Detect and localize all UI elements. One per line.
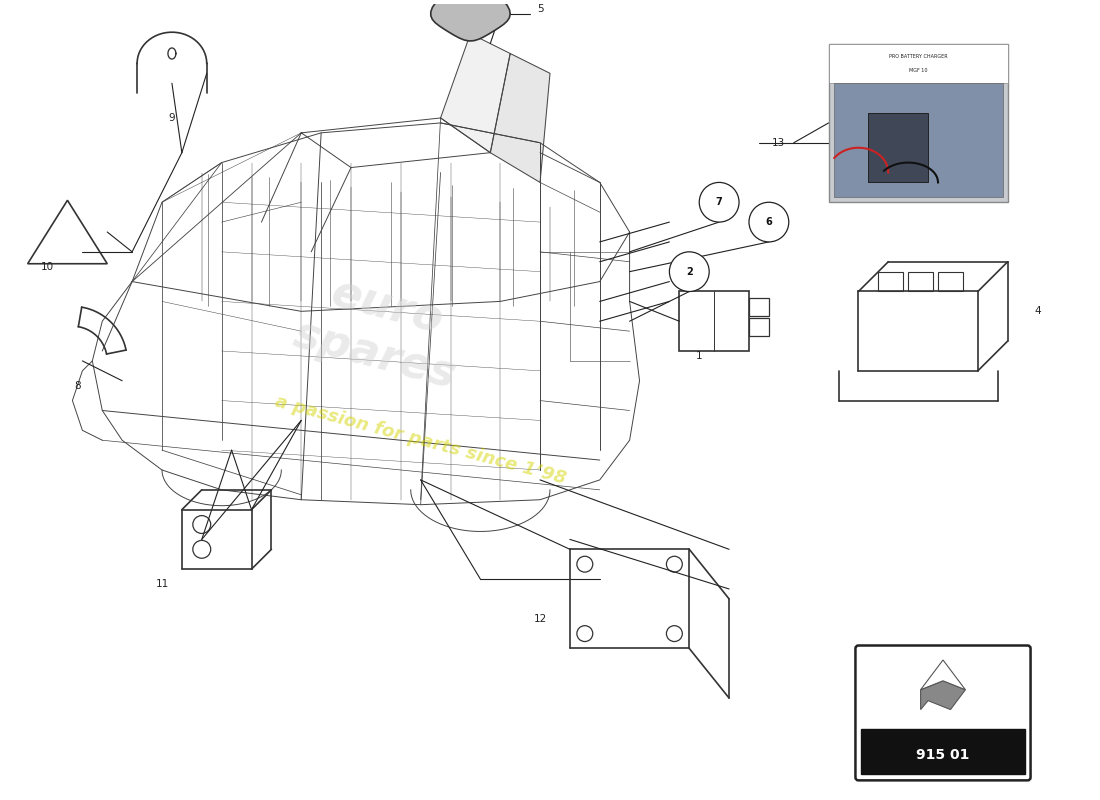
Text: 5: 5 (537, 4, 543, 14)
FancyBboxPatch shape (856, 646, 1031, 780)
Text: 6: 6 (766, 217, 772, 227)
Text: 7: 7 (716, 198, 723, 207)
Bar (749, 298, 769, 316)
Text: MGF 10: MGF 10 (909, 68, 927, 73)
Bar (828, 43, 1008, 202)
Bar (868, 113, 928, 182)
Bar (909, 272, 933, 291)
Bar (749, 318, 769, 336)
Circle shape (670, 252, 710, 291)
Polygon shape (921, 660, 966, 690)
Bar (834, 83, 1003, 198)
Text: euro
spares: euro spares (288, 265, 473, 398)
Bar (938, 272, 962, 291)
Polygon shape (491, 54, 550, 182)
Polygon shape (921, 681, 966, 710)
Bar (878, 272, 903, 291)
Text: PRO BATTERY CHARGER: PRO BATTERY CHARGER (889, 54, 947, 58)
Bar (828, 43, 1008, 83)
Text: 12: 12 (534, 614, 547, 624)
Polygon shape (431, 0, 510, 41)
Text: 4: 4 (1034, 306, 1041, 316)
Bar (861, 730, 1024, 774)
Text: 2: 2 (686, 266, 693, 277)
Text: 10: 10 (41, 262, 54, 272)
Bar (680, 291, 749, 351)
Text: 9: 9 (168, 113, 175, 123)
Circle shape (700, 182, 739, 222)
Text: 915 01: 915 01 (916, 749, 970, 762)
Text: a passion for parts since 1’98: a passion for parts since 1’98 (273, 393, 569, 488)
Text: 8: 8 (74, 381, 80, 390)
Text: 13: 13 (772, 138, 785, 148)
Text: 11: 11 (155, 579, 168, 589)
Text: 1: 1 (696, 351, 703, 361)
Circle shape (749, 202, 789, 242)
Polygon shape (441, 34, 510, 153)
